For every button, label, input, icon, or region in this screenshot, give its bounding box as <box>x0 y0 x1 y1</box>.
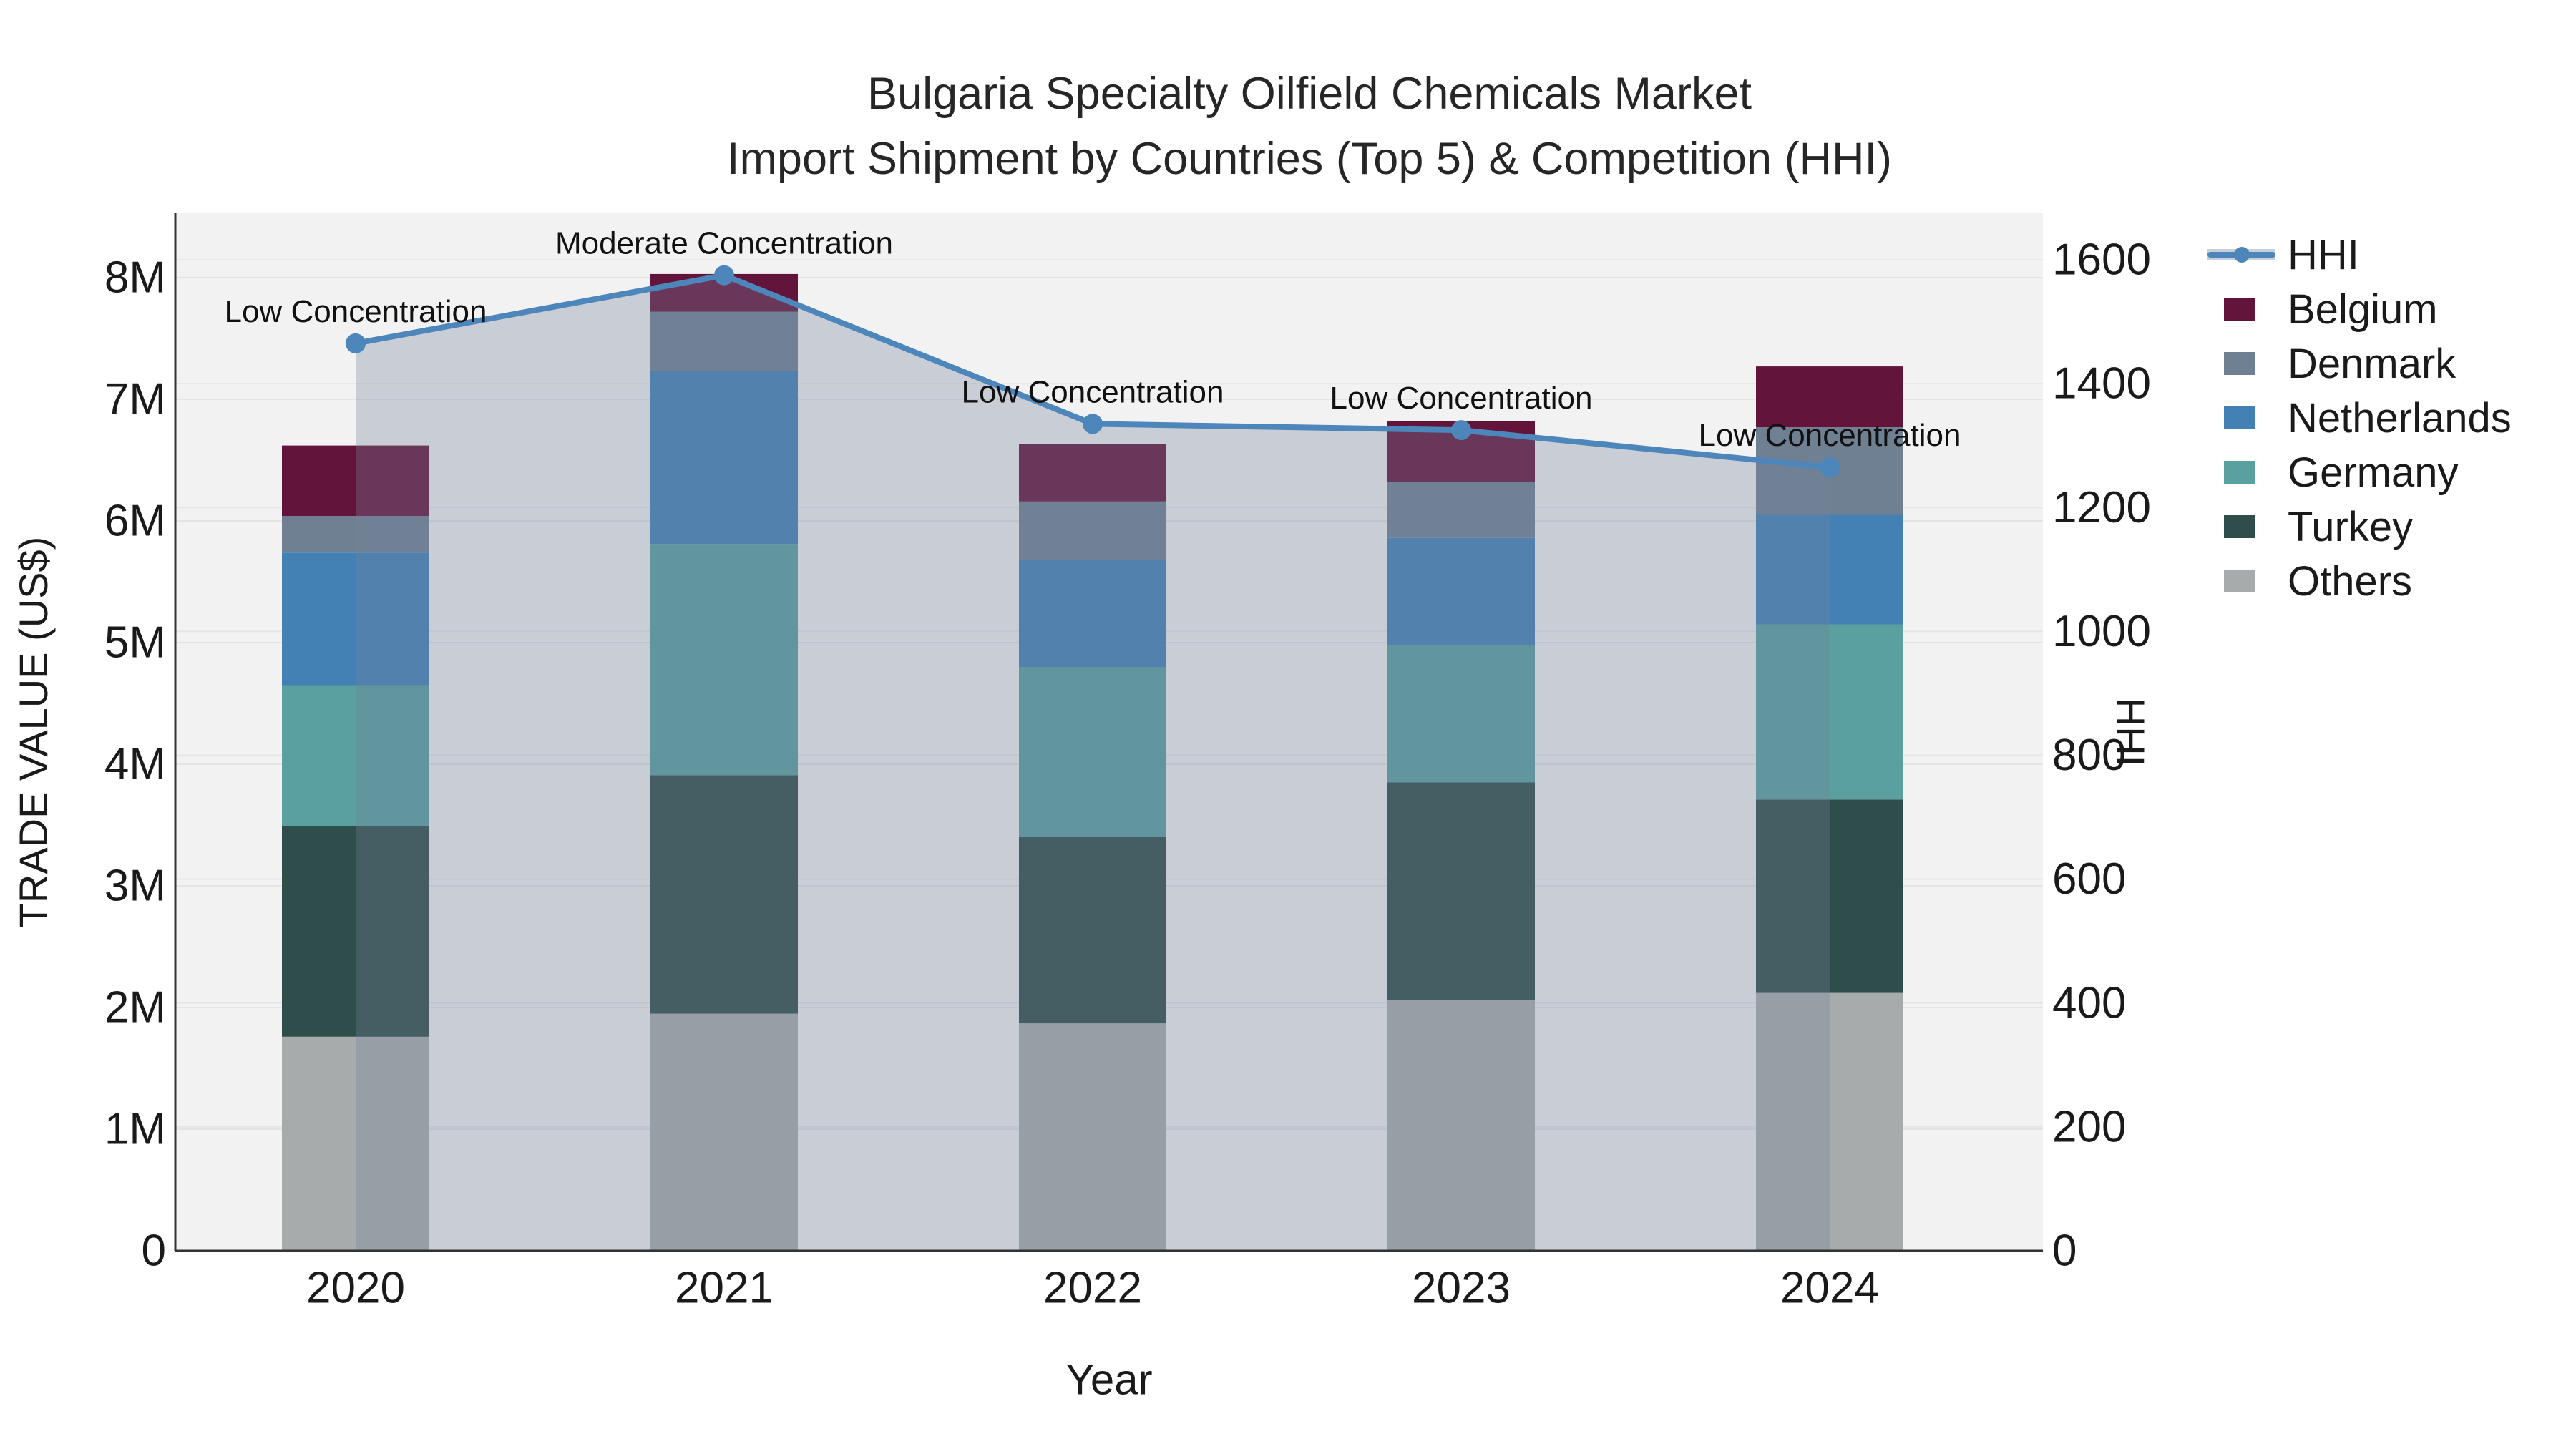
y-tick-left: 7M <box>104 375 166 424</box>
bar-segment-germany-2022 <box>1019 667 1166 837</box>
hhi-marker-swatch <box>2234 247 2250 263</box>
chart-title-line1: Bulgaria Specialty Oilfield Chemicals Ma… <box>867 69 1752 119</box>
legend-item-denmark: Denmark <box>2207 336 2512 391</box>
y-tick-right: 800 <box>2052 731 2126 780</box>
x-axis-title: Year <box>1065 1355 1153 1404</box>
legend: HHI Belgium Denmark Netherlands Germany Turke… <box>2207 228 2512 608</box>
y-tick-right: 1600 <box>2052 235 2151 285</box>
y-tick-left: 4M <box>104 740 166 789</box>
bar-segment-denmark-2020 <box>282 516 429 553</box>
bar-segment-denmark-2021 <box>650 311 798 371</box>
y-tick-left: 1M <box>104 1105 166 1154</box>
swatch-netherlands <box>2224 406 2255 429</box>
color-swatch-icon <box>2207 554 2288 608</box>
chart-title-line2: Import Shipment by Countries (Top 5) & C… <box>726 134 1893 184</box>
annotation-2022: Low Concentration <box>962 374 1224 409</box>
bar-segment-germany-2023 <box>1387 645 1535 783</box>
bar-segment-germany-2021 <box>650 544 798 776</box>
color-swatch-icon <box>2207 445 2288 499</box>
bar-segment-belgium-2020 <box>282 445 429 517</box>
hhi-marker-2020 <box>346 333 366 353</box>
bar-segment-netherlands-2024 <box>1756 514 1903 625</box>
bar-segment-turkey-2023 <box>1387 782 1535 1000</box>
bar-segment-turkey-2022 <box>1019 837 1166 1024</box>
bar-segment-others-2022 <box>1019 1023 1166 1251</box>
x-tick-2020: 2020 <box>306 1264 405 1313</box>
hhi-area-fill <box>356 275 1830 1252</box>
y-tick-left: 8M <box>104 253 166 303</box>
y-tick-right: 1400 <box>2052 359 2151 409</box>
hhi-legend-icon <box>2207 228 2288 282</box>
bar-segment-netherlands-2023 <box>1387 537 1535 645</box>
bar-segment-belgium-2022 <box>1019 444 1166 502</box>
legend-label: Netherlands <box>2288 394 2512 441</box>
annotation-2020: Low Concentration <box>225 294 487 329</box>
color-swatch-icon <box>2207 499 2288 554</box>
legend-item-belgium: Belgium <box>2207 282 2512 336</box>
bar-segment-others-2024 <box>1756 992 1903 1251</box>
color-swatch-icon <box>2207 336 2288 391</box>
color-swatch-icon <box>2207 282 2288 336</box>
hhi-marker-2022 <box>1083 414 1103 434</box>
bar-segment-denmark-2022 <box>1019 501 1166 560</box>
swatch-belgium <box>2224 298 2255 321</box>
legend-item-hhi: HHI <box>2207 228 2512 282</box>
y-tick-right: 0 <box>2052 1226 2077 1276</box>
legend-label: Denmark <box>2288 340 2457 387</box>
color-swatch-icon <box>2207 391 2288 445</box>
bar-segment-others-2023 <box>1387 1000 1535 1251</box>
y-axis-title-left: TRADE VALUE (US$) <box>11 536 56 928</box>
bar-segment-netherlands-2020 <box>282 552 429 686</box>
y-tick-left: 5M <box>104 618 166 668</box>
y-tick-left: 3M <box>104 862 166 911</box>
x-tick-2021: 2021 <box>675 1264 774 1313</box>
x-tick-2023: 2023 <box>1412 1264 1511 1313</box>
legend-label: Others <box>2288 557 2413 605</box>
y-tick-right: 200 <box>2052 1102 2126 1151</box>
x-tick-2022: 2022 <box>1043 1264 1142 1313</box>
legend-label: Turkey <box>2288 503 2414 550</box>
y-tick-right: 1000 <box>2052 607 2151 656</box>
swatch-others <box>2224 570 2255 592</box>
bar-segment-denmark-2023 <box>1387 482 1535 538</box>
y-tick-left: 6M <box>104 497 166 546</box>
bar-segment-others-2020 <box>282 1036 429 1251</box>
x-tick-2024: 2024 <box>1780 1264 1879 1313</box>
legend-item-others: Others <box>2207 554 2512 608</box>
y-tick-left: 2M <box>104 983 166 1033</box>
swatch-turkey <box>2224 515 2255 538</box>
bar-segment-turkey-2024 <box>1756 799 1903 993</box>
hhi-marker-2023 <box>1451 420 1471 441</box>
bar-segment-germany-2024 <box>1756 624 1903 800</box>
bar-segment-germany-2020 <box>282 685 429 826</box>
legend-label: Belgium <box>2288 286 2438 333</box>
swatch-germany <box>2224 461 2255 484</box>
y-tick-right: 600 <box>2052 854 2126 904</box>
annotation-2021: Moderate Concentration <box>555 226 893 261</box>
legend-item-germany: Germany <box>2207 445 2512 499</box>
bar-segment-others-2021 <box>650 1013 798 1251</box>
bar-segment-netherlands-2022 <box>1019 560 1166 667</box>
legend-item-netherlands: Netherlands <box>2207 391 2512 445</box>
swatch-denmark <box>2224 352 2255 375</box>
legend-label: HHI <box>2288 231 2359 278</box>
bar-segment-netherlands-2021 <box>650 371 798 545</box>
y-axis-title-right: HHI <box>2108 697 2153 767</box>
annotation-2024: Low Concentration <box>1699 418 1961 453</box>
bar-segment-turkey-2020 <box>282 826 429 1037</box>
y-tick-right: 400 <box>2052 978 2126 1028</box>
hhi-marker-2024 <box>1820 457 1840 477</box>
legend-item-turkey: Turkey <box>2207 499 2512 554</box>
bar-segment-belgium-2024 <box>1756 366 1903 428</box>
hhi-marker-2021 <box>714 265 734 286</box>
y-tick-left: 0 <box>142 1226 166 1276</box>
bar-segment-turkey-2021 <box>650 775 798 1014</box>
annotation-2023: Low Concentration <box>1330 381 1593 416</box>
y-tick-right: 1200 <box>2052 483 2151 532</box>
legend-label: Germany <box>2288 449 2459 496</box>
